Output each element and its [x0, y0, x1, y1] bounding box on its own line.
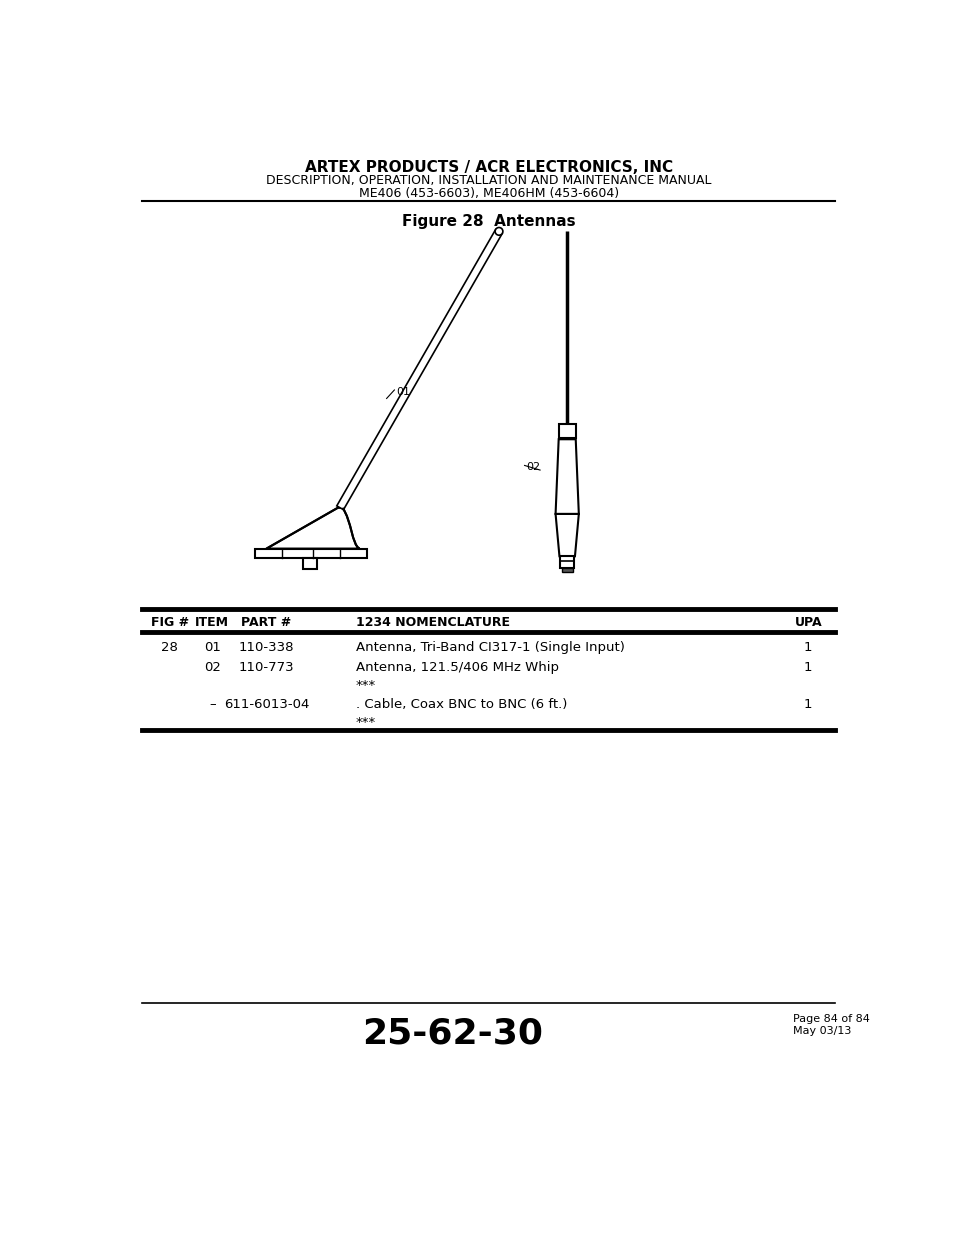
PathPatch shape	[555, 440, 578, 514]
Text: 110-338: 110-338	[238, 641, 294, 655]
Text: ARTEX PRODUCTS / ACR ELECTRONICS, INC: ARTEX PRODUCTS / ACR ELECTRONICS, INC	[305, 159, 672, 174]
PathPatch shape	[555, 514, 578, 556]
PathPatch shape	[266, 508, 359, 548]
Text: 110-773: 110-773	[238, 661, 294, 674]
Text: . Cable, Coax BNC to BNC (6 ft.): . Cable, Coax BNC to BNC (6 ft.)	[355, 698, 566, 711]
Ellipse shape	[495, 227, 502, 235]
Text: UPA: UPA	[794, 616, 821, 630]
Text: 611-6013-04: 611-6013-04	[224, 698, 309, 711]
Text: 01: 01	[204, 641, 220, 655]
Text: Figure 28  Antennas: Figure 28 Antennas	[402, 214, 575, 228]
Text: FIG #: FIG #	[151, 616, 189, 630]
Bar	[558, 424, 575, 437]
Text: 1234 NOMENCLATURE: 1234 NOMENCLATURE	[355, 616, 509, 630]
Text: 25-62-30: 25-62-30	[361, 1016, 542, 1051]
Text: ***: ***	[355, 716, 375, 730]
Text: ME406 (453-6603), ME406HM (453-6604): ME406 (453-6603), ME406HM (453-6604)	[358, 188, 618, 200]
Bar	[254, 548, 367, 558]
Bar	[559, 556, 574, 568]
Text: ITEM: ITEM	[195, 616, 229, 630]
Text: 02: 02	[204, 661, 220, 674]
Polygon shape	[336, 230, 502, 510]
Text: PART #: PART #	[241, 616, 292, 630]
Text: 1: 1	[803, 641, 812, 655]
Text: DESCRIPTION, OPERATION, INSTALLATION AND MAINTENANCE MANUAL: DESCRIPTION, OPERATION, INSTALLATION AND…	[266, 174, 711, 188]
Bar	[303, 558, 317, 569]
Text: 01: 01	[395, 387, 410, 396]
Text: 02: 02	[525, 462, 539, 472]
Text: Page 84 of 84: Page 84 of 84	[793, 1014, 869, 1025]
Text: 1: 1	[803, 698, 812, 711]
Text: 1: 1	[803, 661, 812, 674]
Bar	[561, 568, 572, 573]
Text: ***: ***	[355, 679, 375, 693]
Text: Antenna, Tri-Band CI317-1 (Single Input): Antenna, Tri-Band CI317-1 (Single Input)	[355, 641, 624, 655]
Text: Antenna, 121.5/406 MHz Whip: Antenna, 121.5/406 MHz Whip	[355, 661, 558, 674]
Text: –: –	[209, 698, 215, 711]
Text: 28: 28	[161, 641, 178, 655]
Text: May 03/13: May 03/13	[793, 1026, 851, 1036]
